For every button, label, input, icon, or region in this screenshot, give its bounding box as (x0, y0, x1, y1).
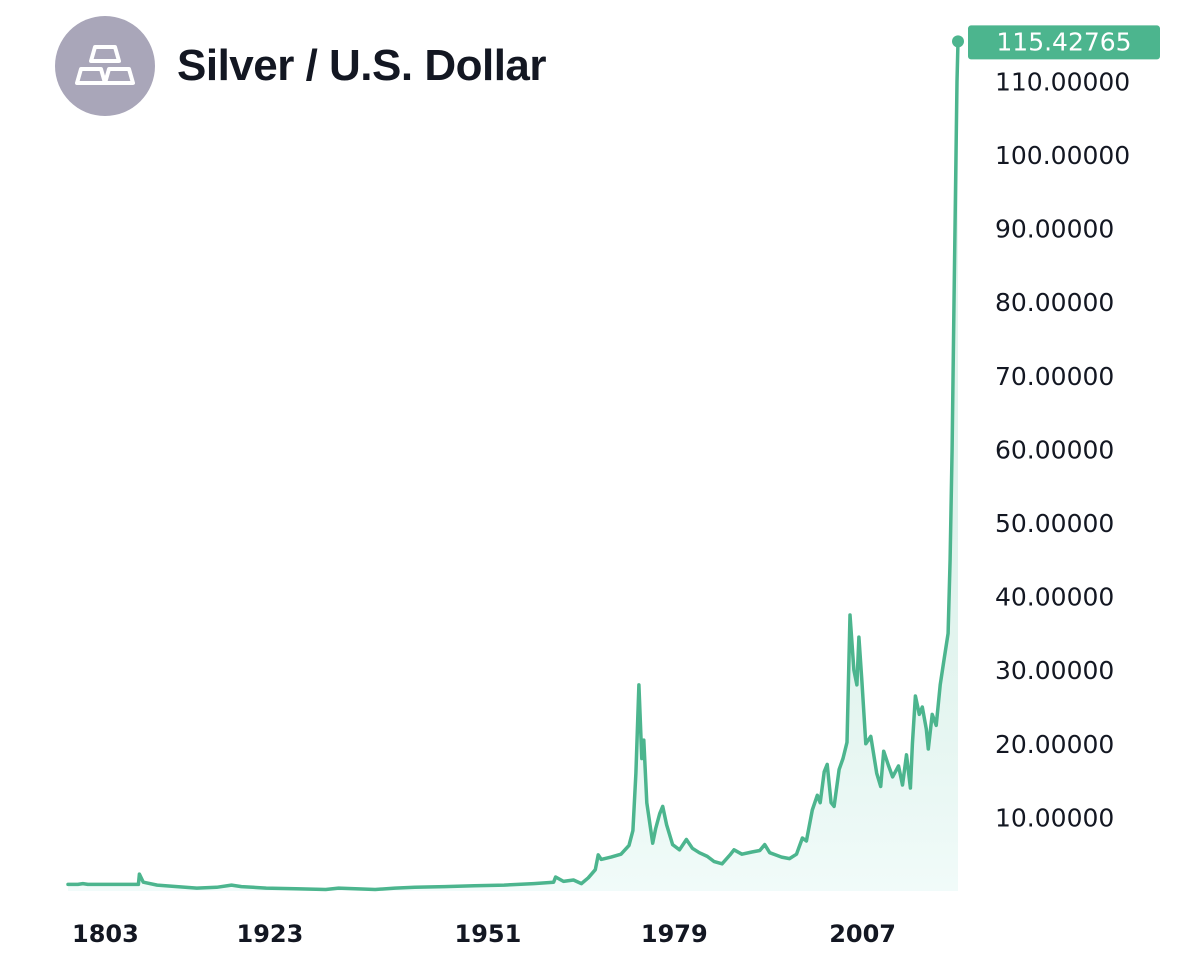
y-tick-label: 70.00000 (995, 362, 1114, 391)
y-tick-label: 110.00000 (995, 67, 1130, 96)
x-tick-label: 1923 (237, 920, 304, 948)
price-series-line[interactable] (66, 39, 960, 892)
y-axis: 10.00000 20.00000 30.00000 40.00000 50.00000… (995, 67, 1130, 832)
last-price-label: 115.42765 (996, 27, 1131, 56)
x-tick-label: 2007 (829, 920, 896, 948)
y-tick-label: 20.00000 (995, 730, 1114, 759)
chart-header: Silver / U.S. Dollar (55, 16, 547, 116)
y-tick-label: 60.00000 (995, 435, 1114, 464)
x-tick-label: 1803 (72, 920, 139, 948)
x-tick-label: 1979 (641, 920, 708, 948)
y-tick-label: 80.00000 (995, 288, 1114, 317)
y-tick-label: 30.00000 (995, 656, 1114, 685)
y-tick-label: 10.00000 (995, 803, 1114, 832)
x-tick-label: 1951 (455, 920, 522, 948)
last-price-marker[interactable] (952, 35, 964, 48)
x-axis: 1803 1923 1951 1979 2007 (72, 920, 896, 948)
silver-bars-icon (75, 45, 135, 85)
price-area-fill (68, 41, 958, 891)
y-tick-label: 50.00000 (995, 509, 1114, 538)
y-tick-label: 90.00000 (995, 215, 1114, 244)
silver-symbol-logo (55, 16, 155, 116)
last-price-badge (968, 25, 1160, 60)
y-tick-label: 40.00000 (995, 583, 1114, 612)
y-tick-label: 100.00000 (995, 141, 1130, 170)
chart-title: Silver / U.S. Dollar (177, 41, 547, 90)
